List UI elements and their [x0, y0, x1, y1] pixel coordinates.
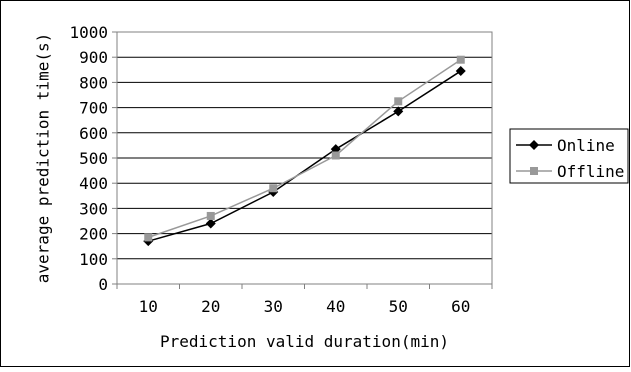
- legend-box: [509, 128, 629, 184]
- series-online-point: [455, 66, 466, 77]
- legend-marker-online: [529, 140, 539, 150]
- series-offline-point: [144, 233, 153, 242]
- x-tick-label: 30: [264, 297, 283, 316]
- series-online-point: [393, 106, 404, 117]
- gridlines: [117, 56, 492, 260]
- y-tick-label: 200: [79, 225, 108, 244]
- x-axis-label: Prediction valid duration(min): [160, 332, 449, 351]
- y-tick-label: 300: [79, 199, 108, 218]
- legend: Online Offline: [509, 128, 629, 184]
- series-offline-line: [148, 59, 462, 239]
- legend-label-online: Online: [557, 136, 615, 155]
- series-offline-point: [206, 211, 215, 220]
- y-tick-label: 600: [79, 124, 108, 143]
- series-online-line: [148, 70, 462, 242]
- x-tick-label: 40: [326, 297, 345, 316]
- y-tick-label: 900: [79, 48, 108, 67]
- series-layer: [143, 55, 466, 247]
- series-offline-point: [456, 55, 465, 64]
- x-tick-label: 20: [201, 297, 220, 316]
- y-tick-label: 1000: [69, 23, 108, 42]
- series-offline-point: [269, 184, 278, 193]
- y-axis-ticks: 0 100 200 300 400 500 600 700 800 900 1000: [69, 23, 117, 294]
- series-online-point: [205, 218, 216, 229]
- y-axis-label: average prediction time(s): [34, 33, 53, 283]
- legend-item-online: Online: [516, 136, 615, 155]
- series-offline-point: [331, 151, 340, 160]
- x-axis-ticks: 10 20 30 40 50 60: [116, 284, 493, 316]
- series-offline-point: [394, 97, 403, 106]
- y-tick-label: 100: [79, 250, 108, 269]
- legend-label-offline: Offline: [557, 162, 624, 181]
- y-tick-label: 0: [98, 275, 108, 294]
- legend-marker-offline: [530, 167, 538, 175]
- y-tick-label: 400: [79, 174, 108, 193]
- x-tick-label: 60: [451, 297, 470, 316]
- legend-item-offline: Offline: [516, 162, 624, 181]
- y-tick-label: 500: [79, 149, 108, 168]
- y-tick-label: 700: [79, 99, 108, 118]
- x-tick-label: 10: [139, 297, 158, 316]
- x-tick-label: 50: [389, 297, 408, 316]
- series-offline: [144, 55, 465, 242]
- y-tick-label: 800: [79, 73, 108, 92]
